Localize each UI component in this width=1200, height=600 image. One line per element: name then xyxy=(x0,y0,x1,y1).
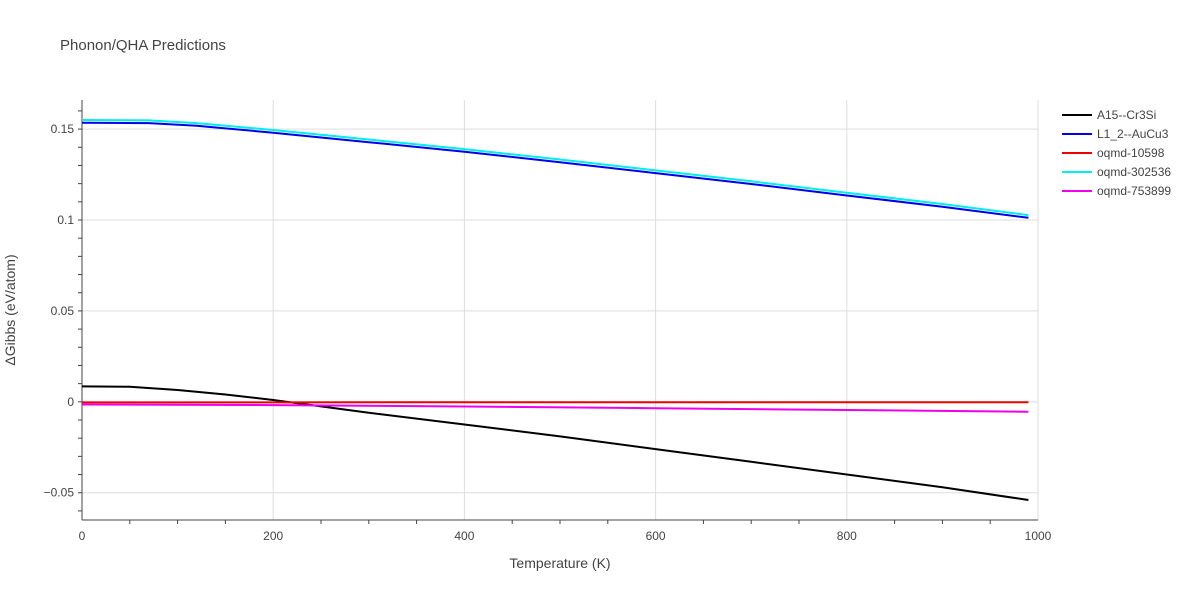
x-tick-label: 600 xyxy=(646,529,666,543)
series-line-L1_2--AuCu3 xyxy=(81,121,1029,219)
series-line-oqmd-753899 xyxy=(81,403,1029,413)
y-tick-label: 0 xyxy=(67,395,74,409)
legend-label: A15--Cr3Si xyxy=(1097,108,1156,122)
y-tick-label: 0.1 xyxy=(57,213,74,227)
x-tick-label: 1000 xyxy=(1025,529,1052,543)
chart-title: Phonon/QHA Predictions xyxy=(60,37,226,54)
legend-label: oqmd-302536 xyxy=(1097,165,1171,179)
axes: 0 200 400 600 800 1000 −0.05 0 0.05 0.1 0.15 xyxy=(44,100,1052,543)
legend-label: oqmd-753899 xyxy=(1097,184,1171,198)
y-tick-label: 0.15 xyxy=(51,122,75,136)
x-tick-label: 200 xyxy=(263,529,283,543)
y-tick-label: −0.05 xyxy=(44,486,75,500)
y-axis-label: ΔGibbs (eV/atom) xyxy=(2,254,18,365)
x-tick-label: 0 xyxy=(79,529,86,543)
x-axis-label: Temperature (K) xyxy=(509,555,610,571)
series-line-A15--Cr3Si xyxy=(81,385,1029,501)
series-line-oqmd-302536 xyxy=(81,119,1029,217)
legend-label: L1_2--AuCu3 xyxy=(1097,127,1169,141)
legend: A15--Cr3Si L1_2--AuCu3 oqmd-10598 oqmd-3025… xyxy=(1062,108,1171,198)
legend-label: oqmd-10598 xyxy=(1097,146,1165,160)
x-tick-label: 800 xyxy=(837,529,857,543)
y-tick-label: 0.05 xyxy=(51,304,75,318)
series-group xyxy=(81,119,1029,501)
x-tick-label: 400 xyxy=(454,529,474,543)
